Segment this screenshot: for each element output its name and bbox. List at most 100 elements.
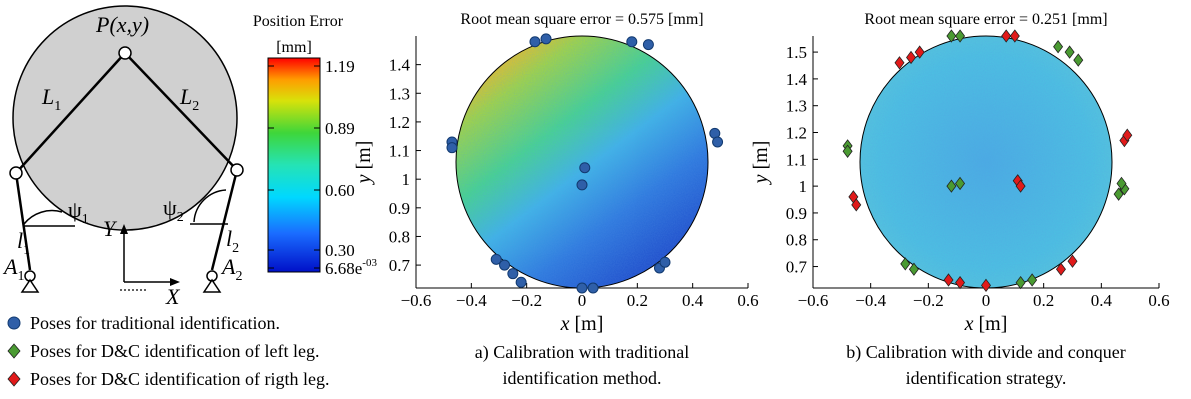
pose-marker-diamond <box>900 257 911 271</box>
diamond-marker-icon <box>7 343 21 359</box>
y-tick-label: 0.9 <box>786 204 807 223</box>
link-l1-label: L1 <box>41 84 61 114</box>
pose-marker-diamond <box>1067 254 1078 268</box>
axis-y-label: Y <box>103 216 118 241</box>
leg-l2-line <box>210 169 239 271</box>
point-p-label: P(x,y) <box>95 12 149 37</box>
x-tick-label: −0.4 <box>456 291 487 310</box>
pose-marker-circle <box>626 36 638 48</box>
plot-caption-line2: identification method. <box>503 368 662 388</box>
pose-marker-diamond <box>955 176 966 191</box>
y-axis-label: y [m] <box>750 141 772 186</box>
pose-marker-diamond <box>1001 29 1012 43</box>
y-tick-label: 0.8 <box>389 227 410 246</box>
pose-marker-circle <box>576 179 588 191</box>
colorbar-gradient <box>267 57 321 273</box>
mechanism-diagram <box>9 5 244 293</box>
pose-marker-diamond <box>981 278 991 292</box>
pose-marker-circle <box>659 256 671 268</box>
heatmap-texture <box>860 36 1112 288</box>
pose-marker-circle <box>499 259 511 271</box>
joint-right <box>230 163 244 177</box>
y-tick-label: 1.1 <box>389 142 410 161</box>
legend-item: Poses for D&C identification of left leg… <box>6 340 319 362</box>
axis-x-label: X <box>165 284 181 309</box>
angle-psi2-arc <box>193 189 227 223</box>
plot-caption-line2: identification strategy. <box>906 368 1067 388</box>
pose-marker-diamond <box>943 273 954 287</box>
y-tick-label: 1.4 <box>786 70 808 89</box>
link-l2-line <box>124 52 238 171</box>
x-tick-label: 0 <box>578 291 587 310</box>
pose-marker-diamond <box>1116 176 1127 191</box>
x-tick-label: −0.2 <box>511 291 542 310</box>
pose-marker-diamond <box>1113 187 1124 201</box>
pose-marker-circle <box>540 33 552 45</box>
pose-marker-diamond <box>906 50 917 65</box>
colorbar-tick-label: 0.30 <box>325 241 355 260</box>
x-tick-label: 0.4 <box>1091 291 1113 310</box>
base-a1-label: A1 <box>2 254 24 284</box>
pose-marker-circle <box>507 268 519 280</box>
colorbar-tick-label: 6.68e-03 <box>325 257 377 278</box>
pose-marker-diamond <box>842 144 853 158</box>
y-tick-label: 0.9 <box>389 199 410 218</box>
pose-marker-diamond <box>1015 275 1026 290</box>
mechanism-labels: P(x,y) L1 L2 ψ1 ψ2 l1 l2 A1 A2 Y X <box>2 12 242 309</box>
pose-marker-circle <box>587 282 599 294</box>
base-a2-support <box>202 278 222 293</box>
pose-marker-diamond <box>894 56 905 70</box>
link-l1-line <box>15 52 126 174</box>
y-tick-label: 1.1 <box>786 150 807 169</box>
legend-label: Poses for traditional identification. <box>30 312 280 333</box>
pose-marker-circle <box>446 142 458 154</box>
leg-l2-label: l2 <box>226 226 239 256</box>
colorbar-tick-label: 0.89 <box>325 119 355 138</box>
x-axis-label: x [m] <box>964 313 1008 335</box>
base-a2-label: A2 <box>220 254 242 284</box>
pose-marker-diamond <box>1027 273 1038 287</box>
heatmap-texture <box>456 36 708 288</box>
x-tick-label: 0.6 <box>1148 291 1169 310</box>
y-tick-label: 1.2 <box>786 124 807 143</box>
y-tick-label: 1 <box>799 177 808 196</box>
x-tick-label: 0 <box>982 291 991 310</box>
pose-marker-diamond <box>1073 53 1084 67</box>
pose-marker-diamond <box>851 198 862 212</box>
pose-marker-diamond <box>1053 40 1064 54</box>
x-tick-label: −0.4 <box>855 291 886 310</box>
pose-marker-diamond <box>908 262 919 276</box>
y-tick-label: 1 <box>402 170 411 189</box>
y-tick-label: 0.7 <box>389 256 411 275</box>
y-tick-label: 1.2 <box>389 113 410 132</box>
y-axis-label: y [m] <box>353 141 375 186</box>
leg-l1-line <box>14 172 32 271</box>
plot-a: Root mean square error = 0.575 [mm] −0.6 −… <box>353 11 759 388</box>
pose-marker-diamond <box>914 45 925 59</box>
axis-y-arrowhead <box>120 224 128 234</box>
pose-marker-circle <box>529 36 541 48</box>
colorbar-tick-label: 1.19 <box>325 57 355 76</box>
plot-b: Root mean square error = 0.251 [mm] −0.6 −… <box>750 11 1170 388</box>
legend-item: Poses for D&C identification of rigth le… <box>6 368 329 390</box>
x-tick-label: −0.6 <box>401 291 432 310</box>
pose-marker-circle <box>642 39 654 51</box>
legend-label: Poses for D&C identification of left leg… <box>30 340 320 361</box>
axis-x-arrowhead <box>170 278 180 286</box>
plot-caption-line1: a) Calibration with traditional <box>475 342 689 363</box>
colorbar: Position Error [mm] 1.19 0.89 0.60 0.306.68… <box>253 13 378 278</box>
x-tick-label: 0.4 <box>682 291 704 310</box>
pose-marker-diamond <box>946 29 957 43</box>
x-axis-label: x [m] <box>560 313 604 335</box>
x-tick-label: −0.6 <box>798 291 829 310</box>
angle-psi1-label: ψ1 <box>68 197 89 227</box>
workspace-disk <box>12 5 238 231</box>
colorbar-title-line2: [mm] <box>276 39 312 56</box>
x-tick-label: 0.6 <box>737 291 758 310</box>
joint-left <box>9 166 23 180</box>
pose-marker-circle <box>515 276 527 288</box>
plot-caption-line1: b) Calibration with divide and conquer <box>846 342 1125 363</box>
y-tick-label: 1.4 <box>389 56 411 75</box>
x-tick-label: 0.2 <box>1033 291 1054 310</box>
